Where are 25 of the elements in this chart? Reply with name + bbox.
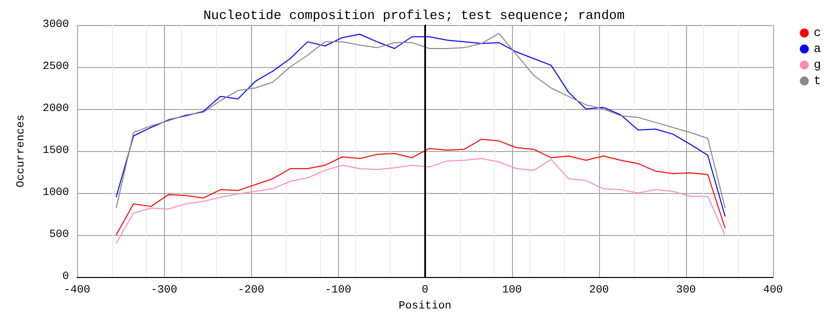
legend-label: g xyxy=(814,58,821,72)
x-tick-label: 400 xyxy=(763,284,783,296)
y-tick-label: 2000 xyxy=(42,103,69,115)
x-tick-label: 100 xyxy=(502,284,522,296)
x-tick-label: 0 xyxy=(422,284,428,296)
y-tick-label: 0 xyxy=(62,271,69,283)
x-tick-label: -200 xyxy=(238,284,264,296)
x-tick-label: -400 xyxy=(64,284,90,296)
x-axis-title: Position xyxy=(398,300,452,312)
line-series xyxy=(116,158,726,244)
y-tick-label: 1000 xyxy=(42,187,69,199)
y-tick-label: 3000 xyxy=(42,19,69,31)
x-tick-label: -100 xyxy=(324,284,352,296)
y-axis-title: Occurrences xyxy=(16,114,28,188)
legend-label: c xyxy=(814,26,821,40)
x-tick-label: 200 xyxy=(589,284,609,296)
y-tick-label: 500 xyxy=(49,229,69,241)
y-tick-label: 1500 xyxy=(42,145,69,157)
y-tick-label: 2500 xyxy=(42,61,69,73)
x-tick-label: -300 xyxy=(150,284,178,296)
legend-label: t xyxy=(814,74,821,88)
line-series xyxy=(116,138,726,236)
legend-label: a xyxy=(814,42,821,56)
chart-title: Nucleotide composition profiles; test sequence; random xyxy=(203,8,625,23)
x-tick-label: 300 xyxy=(676,284,696,296)
